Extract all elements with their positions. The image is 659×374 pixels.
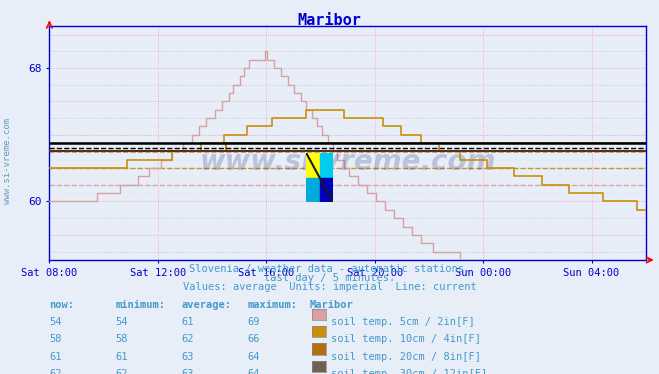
Text: soil temp. 10cm / 4in[F]: soil temp. 10cm / 4in[F]: [331, 334, 482, 344]
Text: minimum:: minimum:: [115, 300, 165, 310]
Text: soil temp. 5cm / 2in[F]: soil temp. 5cm / 2in[F]: [331, 317, 475, 327]
Text: 54: 54: [115, 317, 128, 327]
Text: last day / 5 minutes.: last day / 5 minutes.: [264, 273, 395, 283]
Text: Maribor: Maribor: [310, 300, 353, 310]
Text: now:: now:: [49, 300, 74, 310]
Text: www.si-vreme.com: www.si-vreme.com: [3, 118, 13, 204]
Bar: [306, 178, 320, 202]
Text: 61: 61: [49, 352, 62, 362]
Text: 62: 62: [49, 369, 62, 374]
Text: 63: 63: [181, 352, 194, 362]
Text: 58: 58: [115, 334, 128, 344]
Text: 61: 61: [115, 352, 128, 362]
Text: 64: 64: [247, 369, 260, 374]
Text: 62: 62: [181, 334, 194, 344]
Text: maximum:: maximum:: [247, 300, 297, 310]
Text: 69: 69: [247, 317, 260, 327]
Text: Slovenia / weather data - automatic stations.: Slovenia / weather data - automatic stat…: [189, 264, 470, 274]
Text: www.si-vreme.com: www.si-vreme.com: [200, 148, 496, 176]
Text: 61: 61: [181, 317, 194, 327]
Text: 63: 63: [181, 369, 194, 374]
Bar: [320, 153, 333, 178]
Text: soil temp. 30cm / 12in[F]: soil temp. 30cm / 12in[F]: [331, 369, 488, 374]
Text: 58: 58: [49, 334, 62, 344]
Text: 62: 62: [115, 369, 128, 374]
Text: Maribor: Maribor: [298, 13, 361, 28]
Bar: [306, 153, 320, 178]
Bar: [320, 178, 333, 202]
Text: 64: 64: [247, 352, 260, 362]
Text: Values: average  Units: imperial  Line: current: Values: average Units: imperial Line: cu…: [183, 282, 476, 292]
Text: average:: average:: [181, 300, 231, 310]
Text: 66: 66: [247, 334, 260, 344]
Text: 54: 54: [49, 317, 62, 327]
Text: soil temp. 20cm / 8in[F]: soil temp. 20cm / 8in[F]: [331, 352, 482, 362]
